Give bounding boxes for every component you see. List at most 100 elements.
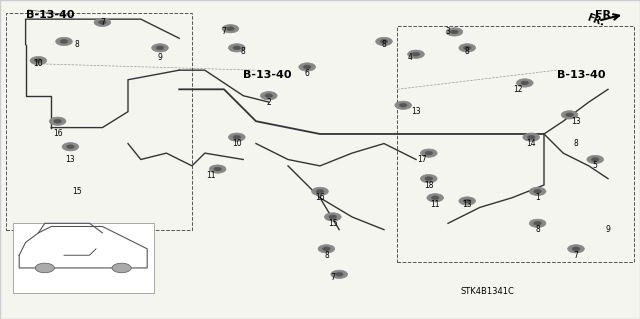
Circle shape (587, 155, 604, 164)
Circle shape (299, 63, 316, 71)
Text: 8: 8 (74, 40, 79, 49)
Circle shape (67, 145, 74, 149)
Text: 6: 6 (305, 69, 310, 78)
Circle shape (427, 194, 444, 202)
Text: 7: 7 (100, 18, 105, 27)
Circle shape (112, 263, 131, 273)
Text: 8: 8 (535, 225, 540, 234)
Circle shape (30, 56, 47, 65)
Circle shape (260, 92, 277, 100)
Circle shape (446, 28, 463, 36)
Circle shape (572, 247, 580, 251)
Text: 4: 4 (407, 53, 412, 62)
Text: 16: 16 (52, 130, 63, 138)
Text: 14: 14 (526, 139, 536, 148)
Text: 13: 13 (65, 155, 76, 164)
Circle shape (329, 215, 337, 219)
Text: 10: 10 (232, 139, 242, 148)
Circle shape (228, 44, 245, 52)
Circle shape (534, 189, 541, 193)
Text: 11: 11 (207, 171, 216, 180)
Text: 8: 8 (573, 139, 579, 148)
Text: 1: 1 (535, 193, 540, 202)
Text: 8: 8 (381, 40, 387, 49)
Circle shape (94, 18, 111, 26)
Text: 17: 17 (417, 155, 428, 164)
Circle shape (534, 221, 541, 225)
Text: 7: 7 (573, 251, 579, 260)
Circle shape (523, 133, 540, 141)
Circle shape (376, 37, 392, 46)
Text: 8: 8 (465, 47, 470, 56)
Circle shape (227, 27, 234, 31)
Circle shape (516, 79, 533, 87)
Circle shape (331, 270, 348, 278)
Circle shape (399, 103, 407, 107)
Circle shape (318, 245, 335, 253)
Text: 8: 8 (324, 251, 329, 260)
Bar (6, 13, 192, 230)
Circle shape (451, 30, 458, 34)
Circle shape (56, 37, 72, 46)
Text: 7: 7 (330, 273, 335, 282)
Circle shape (316, 189, 324, 193)
Text: 9: 9 (605, 225, 611, 234)
Circle shape (35, 263, 54, 273)
Text: 2: 2 (266, 98, 271, 107)
Text: 7: 7 (221, 27, 227, 36)
Text: B-13-40: B-13-40 (26, 10, 74, 19)
Text: 18: 18 (424, 181, 433, 189)
Circle shape (412, 52, 420, 56)
Circle shape (54, 119, 61, 123)
Circle shape (529, 219, 546, 227)
Circle shape (459, 44, 476, 52)
Circle shape (395, 101, 412, 109)
Circle shape (303, 65, 311, 69)
Circle shape (568, 245, 584, 253)
Text: B-13-40: B-13-40 (557, 70, 605, 80)
Circle shape (335, 272, 343, 276)
Text: 5: 5 (593, 161, 598, 170)
Circle shape (233, 46, 241, 50)
Circle shape (529, 187, 546, 196)
Bar (13, 223, 154, 293)
Circle shape (324, 213, 341, 221)
Text: 16: 16 (315, 193, 325, 202)
Circle shape (527, 135, 535, 139)
Text: 13: 13 (411, 107, 421, 116)
Circle shape (152, 44, 168, 52)
Circle shape (463, 199, 471, 203)
Circle shape (156, 46, 164, 50)
Circle shape (62, 143, 79, 151)
Circle shape (463, 46, 471, 50)
Circle shape (49, 117, 66, 125)
Text: 9: 9 (157, 53, 163, 62)
Text: FR.: FR. (595, 10, 616, 19)
Circle shape (566, 113, 573, 117)
Circle shape (35, 59, 42, 63)
Text: 11: 11 (431, 200, 440, 209)
Circle shape (420, 149, 437, 157)
Text: B-13-40: B-13-40 (243, 70, 292, 80)
Bar (397, 26, 634, 262)
Text: 15: 15 (328, 219, 338, 228)
Circle shape (425, 177, 433, 181)
Circle shape (561, 111, 578, 119)
Text: 3: 3 (445, 27, 451, 36)
Circle shape (312, 187, 328, 196)
Text: 13: 13 (462, 200, 472, 209)
Circle shape (99, 20, 106, 24)
Circle shape (591, 158, 599, 161)
Circle shape (209, 165, 226, 173)
Text: STK4B1341C: STK4B1341C (461, 287, 515, 296)
Circle shape (380, 40, 388, 43)
Circle shape (233, 135, 241, 139)
Circle shape (420, 174, 437, 183)
Text: 8: 8 (241, 47, 246, 56)
Text: FR.: FR. (586, 13, 606, 28)
Circle shape (521, 81, 529, 85)
Circle shape (228, 133, 245, 141)
Text: 15: 15 (72, 187, 82, 196)
Text: 13: 13 (571, 117, 581, 126)
Circle shape (60, 40, 68, 43)
